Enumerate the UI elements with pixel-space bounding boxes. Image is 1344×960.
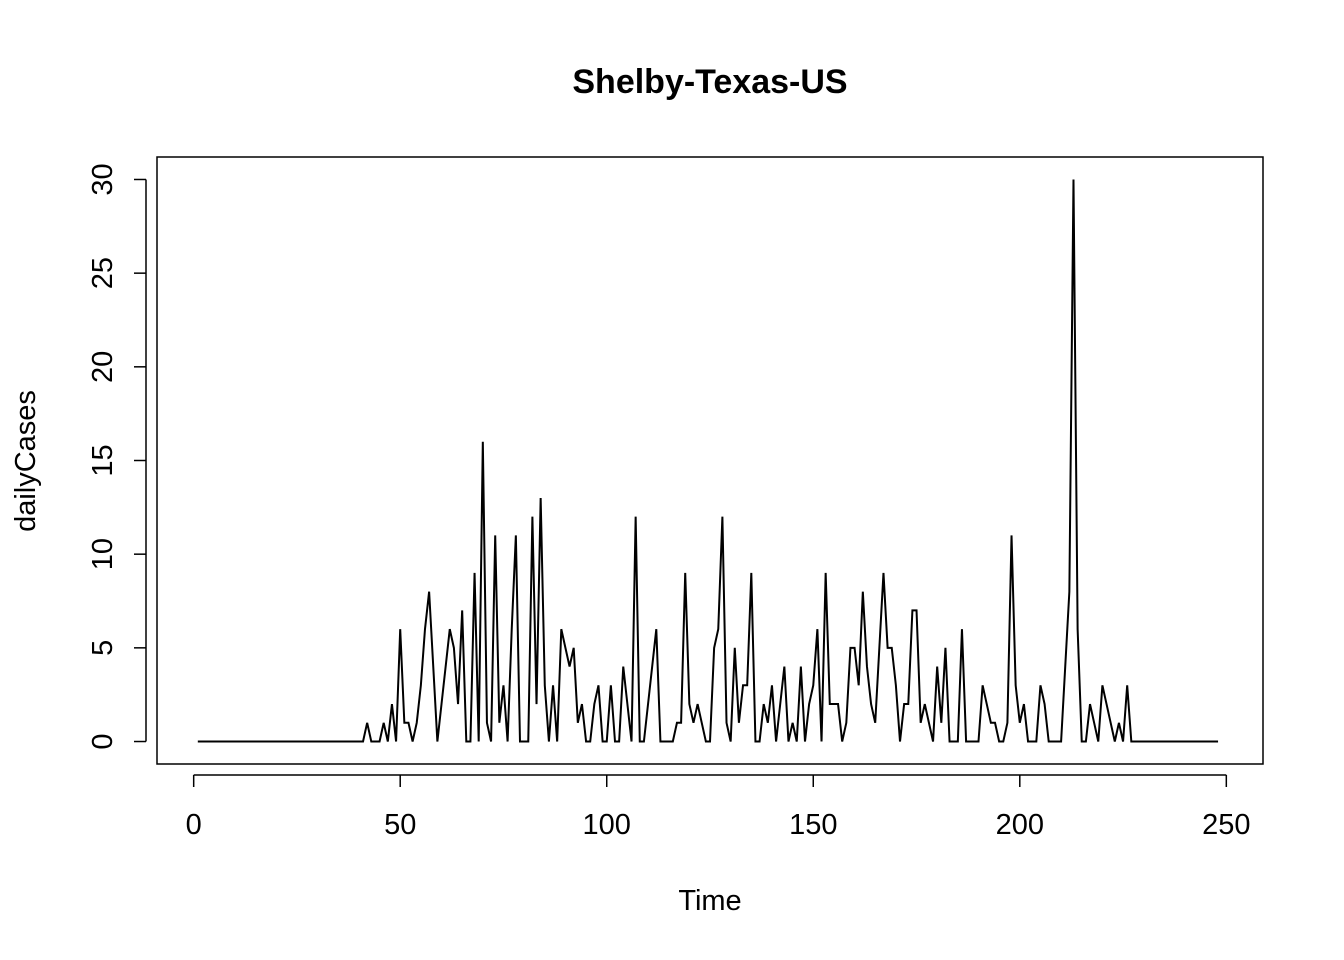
y-tick-label: 5: [87, 640, 119, 656]
chart-title: Shelby-Texas-US: [572, 63, 847, 101]
x-tick-label: 250: [1202, 809, 1250, 841]
y-tick-label: 10: [87, 538, 119, 570]
y-tick-label: 20: [87, 351, 119, 383]
y-tick-label: 25: [87, 257, 119, 289]
y-axis-label: dailyCases: [10, 390, 42, 532]
x-axis-label: Time: [678, 885, 741, 917]
y-tick-label: 15: [87, 444, 119, 476]
x-tick-label: 100: [583, 809, 631, 841]
x-tick-label: 200: [996, 809, 1044, 841]
y-tick-label: 0: [87, 733, 119, 749]
y-axis: 0 5 10 15 20 25 30: [87, 163, 147, 750]
x-tick-label: 50: [384, 809, 416, 841]
plot-frame: [156, 156, 1264, 765]
x-tick-label: 150: [789, 809, 837, 841]
y-tick-label: 30: [87, 163, 119, 195]
x-axis: 0 50 100 150 200 250: [186, 774, 1251, 841]
series-group: [197, 179, 1219, 743]
series-line: [197, 179, 1219, 743]
x-tick-label: 0: [186, 809, 202, 841]
